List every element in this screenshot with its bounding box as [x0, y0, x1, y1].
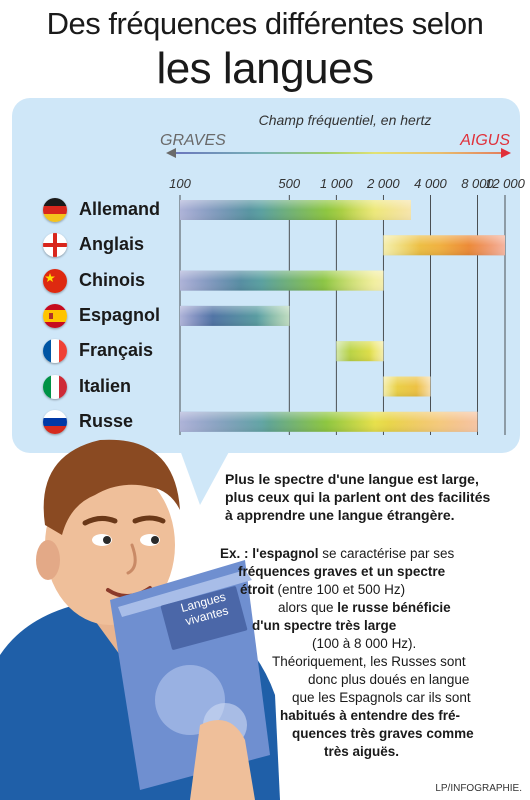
england-flag-icon [43, 233, 67, 258]
example-text: quences très graves comme [292, 726, 474, 741]
chart-subtitle: Champ fréquentiel, en hertz [259, 112, 432, 128]
frequency-bar-fade [180, 305, 290, 326]
example-line: donc plus doués en langue [220, 671, 520, 689]
x-tick-label: 2 000 [366, 176, 400, 191]
title-line-2: les langues [156, 44, 374, 93]
example-text: alors que [278, 600, 338, 615]
example-text: étroit [240, 582, 274, 597]
arrow-right-icon [501, 148, 511, 158]
x-tick-label: 8 000 [461, 176, 494, 191]
example-line: (100 à 8 000 Hz). [220, 635, 520, 653]
germany-flag-icon [43, 198, 67, 222]
frequency-bar-fade [383, 376, 431, 397]
explanation-line: à apprendre une langue étrangère. [225, 507, 455, 523]
italy-flag-icon [43, 374, 67, 399]
book-pages [118, 570, 252, 617]
example-text: fréquences graves et un spectre [238, 564, 446, 579]
china-flag-icon [43, 268, 67, 293]
x-tick-label: 4 000 [414, 176, 447, 191]
language-label: Italien [79, 375, 132, 396]
example-line: quences très graves comme [220, 725, 520, 743]
pupil-right [151, 536, 159, 544]
aigus-label: AIGUS [459, 132, 510, 149]
language-label: Allemand [79, 199, 161, 219]
france-flag-icon [43, 339, 67, 364]
example-text: (entre 100 et 500 Hz) [273, 582, 406, 597]
book-title-plate [160, 586, 248, 650]
frequency-bar-fade [336, 341, 384, 362]
example-line: d'un spectre très large [220, 617, 520, 635]
credit: LP/INFOGRAPHIE. [435, 783, 522, 794]
frequency-bar-fade [180, 411, 478, 432]
example-line: alors que le russe bénéficie [220, 599, 520, 617]
example-text: (100 à 8 000 Hz). [312, 636, 417, 651]
example-text: l'espagnol [252, 546, 319, 561]
title-line-1: Des fréquences différentes selon [46, 6, 484, 41]
hand [190, 720, 255, 800]
explanation-paragraph: Plus le spectre d'une langue est large, p… [225, 470, 517, 524]
language-label: Français [79, 340, 154, 361]
x-tick-label: 100 [169, 176, 191, 191]
language-label: Espagnol [79, 304, 161, 325]
example-text: que les Espagnols car ils sont [292, 690, 471, 705]
language-label: Russe [79, 410, 134, 431]
example-text: le russe bénéficie [337, 600, 451, 615]
frequency-bar-fade [383, 235, 505, 256]
pupil-left [103, 536, 111, 544]
example-text: Théoriquement, les Russes sont [272, 654, 466, 669]
eyebrow-right [132, 515, 166, 524]
example-line: Théoriquement, les Russes sont [220, 653, 520, 671]
nose [126, 543, 137, 575]
example-text: Ex. : [220, 546, 253, 561]
example-line: étroit (entre 100 et 500 Hz) [220, 581, 520, 599]
example-text: donc plus doués en langue [308, 672, 470, 687]
example-line: Ex. : l'espagnol se caractérise par ses [220, 545, 520, 563]
language-label: Anglais [79, 234, 145, 255]
example-text: habitués à entendre des fré- [280, 708, 461, 723]
frequency-bar-fade [180, 200, 411, 220]
x-tick-label: 500 [278, 176, 300, 191]
speech-bubble-tail [180, 450, 230, 505]
russia-flag-icon [43, 409, 67, 434]
example-text: d'un spectre très large [252, 618, 397, 633]
hair [43, 439, 180, 535]
example-line: que les Espagnols car ils sont [220, 689, 520, 707]
x-tick-label: 1 000 [320, 176, 353, 191]
example-line: très aiguës. [220, 743, 520, 761]
spain-flag-icon [43, 303, 67, 328]
eyebrow-left [82, 515, 118, 526]
language-label: Chinois [79, 269, 145, 290]
man-illustration [0, 439, 280, 800]
example-line: fréquences graves et un spectre [220, 563, 520, 581]
example-line: habitués à entendre des fré- [220, 707, 520, 725]
example-text: très aiguës. [324, 744, 400, 759]
x-tick-label: 12 000 [485, 176, 526, 191]
explanation-line: plus ceux qui la parlent ont des facilit… [225, 489, 491, 505]
frequency-bar-fade [180, 270, 384, 291]
example-text: se caractérise par ses [318, 546, 455, 561]
example-paragraph: Ex. : l'espagnol se caractérise par ses f… [220, 545, 520, 761]
graves-label: GRAVES [160, 132, 226, 149]
arrow-left-icon [166, 148, 176, 158]
explanation-line: Plus le spectre d'une langue est large, [225, 471, 479, 487]
ear [36, 540, 60, 580]
